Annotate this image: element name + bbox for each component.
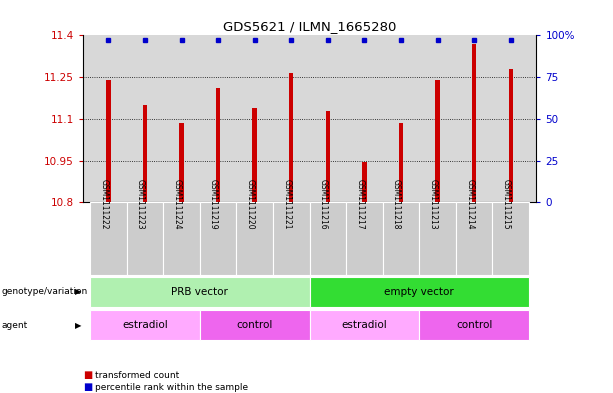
Text: estradiol: estradiol [341,320,387,330]
Text: control: control [237,320,273,330]
Bar [216,88,220,202]
Text: empty vector: empty vector [384,287,454,297]
Bar [383,202,419,275]
Bar [456,202,492,275]
Text: estradiol: estradiol [122,320,168,330]
Bar [237,202,273,275]
Bar [200,202,237,275]
Text: PRB vector: PRB vector [172,287,228,297]
Bar [289,73,294,202]
Bar [509,69,513,202]
Text: control: control [456,320,492,330]
Text: GSM1111219: GSM1111219 [209,179,218,230]
Text: ■: ■ [83,370,92,380]
Bar [435,80,440,202]
Bar [346,202,383,275]
Text: GSM1111214: GSM1111214 [465,179,474,230]
Bar [200,310,310,340]
Text: GSM1111213: GSM1111213 [428,179,438,230]
Text: GSM1111222: GSM1111222 [99,179,109,230]
Text: GSM1111218: GSM1111218 [392,179,401,230]
Text: ■: ■ [83,382,92,392]
Text: ▶: ▶ [75,287,82,296]
Bar [472,44,476,202]
Bar [310,202,346,275]
Bar [419,202,456,275]
Bar [106,80,110,202]
Text: GSM1111223: GSM1111223 [136,179,145,230]
Bar [492,202,529,275]
Text: percentile rank within the sample: percentile rank within the sample [95,383,248,391]
Text: GSM1111216: GSM1111216 [319,179,328,230]
Bar [399,123,403,202]
Bar [362,162,367,202]
Bar [310,277,529,307]
Bar [310,310,419,340]
Text: GSM1111215: GSM1111215 [502,179,511,230]
Bar [419,310,529,340]
Bar [163,202,200,275]
Text: transformed count: transformed count [95,371,179,380]
Text: GSM1111220: GSM1111220 [246,179,254,230]
Bar [253,108,257,202]
Text: agent: agent [1,321,28,330]
Text: GSM1111224: GSM1111224 [172,179,181,230]
Text: genotype/variation: genotype/variation [1,287,88,296]
Text: GSM1111221: GSM1111221 [282,179,291,230]
Bar [143,105,147,202]
Bar [326,110,330,202]
Bar [90,310,200,340]
Text: GSM1111217: GSM1111217 [356,179,365,230]
Bar [273,202,310,275]
Text: ▶: ▶ [75,321,82,330]
Bar [180,123,184,202]
Bar [90,202,127,275]
Bar [90,277,310,307]
Title: GDS5621 / ILMN_1665280: GDS5621 / ILMN_1665280 [223,20,396,33]
Bar [127,202,163,275]
